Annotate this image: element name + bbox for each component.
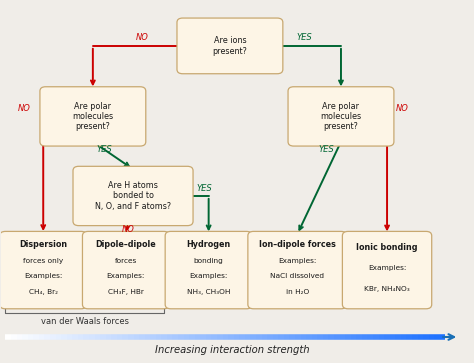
- FancyBboxPatch shape: [177, 18, 283, 74]
- Text: Are polar
molecules
present?: Are polar molecules present?: [320, 102, 362, 131]
- Text: YES: YES: [97, 145, 112, 154]
- Text: Examples:: Examples:: [278, 257, 317, 264]
- Text: Are H atoms
bonded to
N, O, and F atoms?: Are H atoms bonded to N, O, and F atoms?: [95, 181, 171, 211]
- FancyBboxPatch shape: [248, 231, 346, 309]
- Text: YES: YES: [296, 33, 312, 42]
- Text: forces: forces: [115, 257, 137, 264]
- Text: Examples:: Examples:: [24, 273, 63, 280]
- Text: Examples:: Examples:: [107, 273, 145, 280]
- Text: Ion–dipole forces: Ion–dipole forces: [259, 240, 336, 249]
- Text: NO: NO: [18, 104, 31, 113]
- Text: NO: NO: [396, 104, 409, 113]
- FancyBboxPatch shape: [288, 87, 394, 146]
- FancyBboxPatch shape: [82, 231, 169, 309]
- Text: NH₃, CH₃OH: NH₃, CH₃OH: [187, 289, 230, 295]
- Text: Ionic bonding: Ionic bonding: [356, 243, 418, 252]
- Text: Increasing interaction strength: Increasing interaction strength: [155, 344, 310, 355]
- Text: YES: YES: [196, 184, 212, 192]
- Text: Are ions
present?: Are ions present?: [212, 36, 247, 56]
- FancyBboxPatch shape: [40, 87, 146, 146]
- FancyBboxPatch shape: [0, 231, 87, 309]
- FancyBboxPatch shape: [73, 166, 193, 226]
- Text: forces only: forces only: [23, 257, 64, 264]
- FancyBboxPatch shape: [165, 231, 252, 309]
- Text: in H₂O: in H₂O: [286, 289, 309, 295]
- Text: CH₃F, HBr: CH₃F, HBr: [108, 289, 144, 295]
- Text: Are polar
molecules
present?: Are polar molecules present?: [73, 102, 113, 131]
- Text: Hydrogen: Hydrogen: [186, 240, 231, 249]
- Text: Dipole–dipole: Dipole–dipole: [96, 240, 156, 249]
- Text: NaCl dissolved: NaCl dissolved: [270, 273, 324, 280]
- Text: KBr, NH₄NO₃: KBr, NH₄NO₃: [364, 286, 410, 292]
- Text: van der Waals forces: van der Waals forces: [41, 317, 128, 326]
- Text: Examples:: Examples:: [368, 265, 406, 271]
- Text: YES: YES: [319, 145, 335, 154]
- Text: Dispersion: Dispersion: [19, 240, 67, 249]
- Text: Examples:: Examples:: [190, 273, 228, 280]
- Text: bonding: bonding: [194, 257, 224, 264]
- Text: NO: NO: [136, 33, 149, 42]
- FancyBboxPatch shape: [342, 231, 432, 309]
- Text: CH₄, Br₂: CH₄, Br₂: [29, 289, 58, 295]
- Text: NO: NO: [122, 225, 135, 234]
